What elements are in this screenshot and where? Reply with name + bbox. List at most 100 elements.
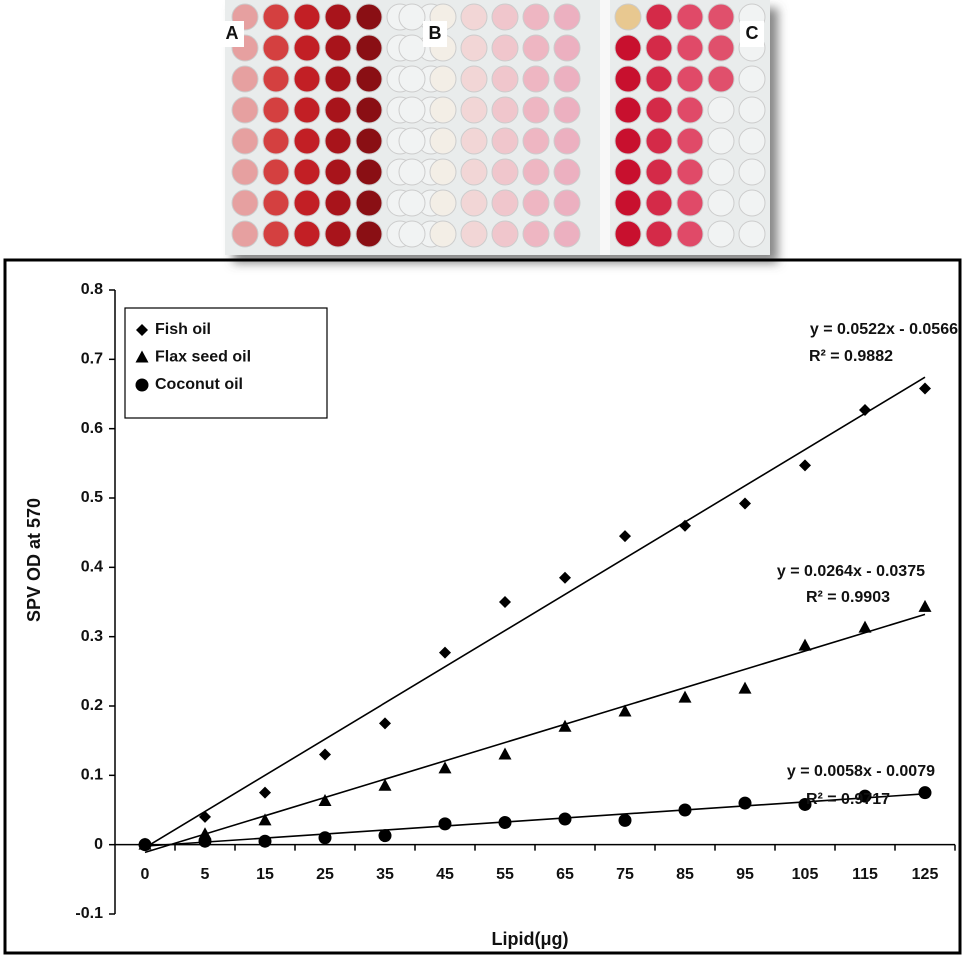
- well: [522, 96, 550, 124]
- well: [645, 189, 673, 217]
- x-tick-label: 65: [556, 866, 574, 883]
- marker: [439, 646, 451, 659]
- marker: [558, 719, 572, 732]
- well: [645, 3, 673, 31]
- well: [398, 3, 426, 31]
- well: [707, 220, 735, 248]
- well: [553, 65, 581, 93]
- well: [738, 158, 766, 186]
- well: [324, 158, 352, 186]
- well: [398, 220, 426, 248]
- well: [676, 158, 704, 186]
- well: [262, 34, 290, 62]
- well: [522, 127, 550, 155]
- y-tick-label: 0.7: [81, 351, 103, 368]
- marker: [678, 690, 692, 703]
- y-axis-title: SPV OD at 570: [24, 498, 44, 622]
- well: [231, 65, 259, 93]
- well: [429, 220, 457, 248]
- marker: [319, 748, 331, 761]
- well: [707, 127, 735, 155]
- well: [231, 127, 259, 155]
- y-tick-label: 0.4: [81, 559, 103, 576]
- well: [614, 158, 642, 186]
- well: [522, 34, 550, 62]
- marker: [798, 797, 812, 811]
- well: [324, 189, 352, 217]
- marker: [318, 793, 332, 806]
- well: [460, 34, 488, 62]
- well: [645, 220, 673, 248]
- well: [614, 220, 642, 248]
- marker: [138, 838, 152, 852]
- well: [614, 189, 642, 217]
- well: [707, 34, 735, 62]
- well: [262, 65, 290, 93]
- well: [231, 189, 259, 217]
- well: [645, 65, 673, 93]
- well: [262, 220, 290, 248]
- well: [398, 158, 426, 186]
- marker: [558, 812, 572, 826]
- well: [429, 189, 457, 217]
- plate-photo: A B C: [220, 0, 770, 255]
- well: [553, 158, 581, 186]
- trend-line: [144, 613, 926, 854]
- r-squared: R² = 0.9717: [806, 791, 890, 808]
- marker: [798, 638, 812, 651]
- marker: [198, 834, 212, 848]
- well: [738, 189, 766, 217]
- well: [614, 65, 642, 93]
- well: [429, 96, 457, 124]
- well: [553, 3, 581, 31]
- marker: [559, 571, 571, 584]
- well: [491, 96, 519, 124]
- r-squared: R² = 0.9882: [809, 348, 893, 365]
- well: [645, 34, 673, 62]
- marker: [135, 350, 149, 363]
- well: [460, 96, 488, 124]
- well: [460, 158, 488, 186]
- well: [738, 65, 766, 93]
- well: [676, 3, 704, 31]
- marker: [859, 403, 871, 416]
- y-tick-label: 0.1: [81, 767, 103, 784]
- plate-divider: [600, 0, 610, 255]
- x-tick-label: 5: [201, 866, 210, 883]
- well: [324, 34, 352, 62]
- well: [491, 189, 519, 217]
- well: [460, 127, 488, 155]
- x-tick-label: 115: [852, 866, 878, 883]
- well: [355, 65, 383, 93]
- well: [355, 158, 383, 186]
- well: [324, 127, 352, 155]
- well: [293, 34, 321, 62]
- x-tick-label: 125: [912, 866, 939, 883]
- well: [676, 220, 704, 248]
- well: [293, 65, 321, 93]
- marker: [858, 789, 872, 803]
- marker: [499, 596, 511, 608]
- well: [614, 3, 642, 31]
- well: [324, 65, 352, 93]
- well: [398, 34, 426, 62]
- y-tick-label: 0.8: [81, 281, 103, 298]
- marker: [799, 459, 811, 472]
- well: [398, 127, 426, 155]
- x-tick-label: 15: [256, 866, 274, 883]
- well: [553, 189, 581, 217]
- well: [738, 96, 766, 124]
- well: [491, 34, 519, 62]
- well: [522, 220, 550, 248]
- legend-box: [124, 307, 328, 419]
- marker: [738, 796, 752, 810]
- well: [553, 34, 581, 62]
- well: [676, 34, 704, 62]
- marker: [498, 747, 512, 760]
- well: [707, 158, 735, 186]
- well: [645, 158, 673, 186]
- well: [738, 220, 766, 248]
- x-tick-label: 55: [496, 866, 514, 883]
- trend-line: [144, 376, 926, 849]
